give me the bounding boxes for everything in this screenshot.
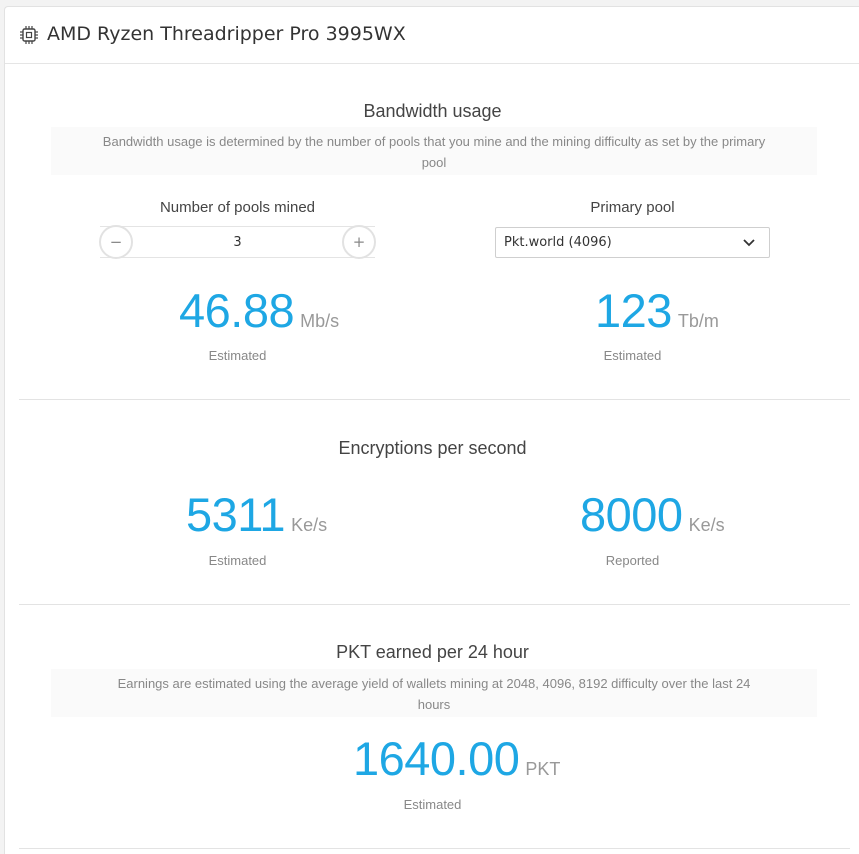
pools-stepper: − + <box>99 225 376 259</box>
bandwidth-rate-unit: Mb/s <box>300 311 340 331</box>
earnings-description: Earnings are estimated using the average… <box>51 669 817 717</box>
section-divider <box>19 848 850 849</box>
encryptions-reported-metric: 8000 Ke/s <box>580 487 725 542</box>
earnings-caption: Estimated <box>403 797 462 812</box>
encryptions-estimated-unit: Ke/s <box>291 515 328 535</box>
encryptions-reported-value: 8000 <box>580 488 683 541</box>
encryptions-estimated-value: 5311 <box>186 488 286 541</box>
earnings-unit: PKT <box>525 759 561 779</box>
cpu-icon <box>20 26 38 44</box>
bandwidth-description: Bandwidth usage is determined by the num… <box>51 127 817 175</box>
bandwidth-title: Bandwidth usage <box>363 101 502 121</box>
encryptions-title: Encryptions per second <box>338 438 527 458</box>
cpu-card: AMD Ryzen Threadripper Pro 3995WX Bandwi… <box>4 6 859 854</box>
bandwidth-monthly-caption: Estimated <box>603 348 662 363</box>
bandwidth-rate-caption: Estimated <box>208 348 267 363</box>
decrement-button[interactable]: − <box>99 225 133 259</box>
encryptions-estimated-metric: 5311 Ke/s <box>186 487 327 542</box>
section-divider <box>19 399 850 400</box>
bandwidth-monthly-value: 123 <box>595 284 672 337</box>
increment-button[interactable]: + <box>342 225 376 259</box>
primary-pool-value: Pkt.world (4096) <box>504 235 612 250</box>
bandwidth-rate-value: 46.88 <box>179 284 295 337</box>
encryptions-estimated-caption: Estimated <box>208 553 267 568</box>
primary-pool-select[interactable]: Pkt.world (4096) <box>495 227 770 258</box>
pools-input[interactable] <box>140 227 335 257</box>
bandwidth-monthly-metric: 123 Tb/m <box>595 283 719 338</box>
section-divider <box>19 604 850 605</box>
encryptions-reported-unit: Ke/s <box>688 515 725 535</box>
encryptions-reported-caption: Reported <box>605 553 660 568</box>
earnings-title: PKT earned per 24 hour <box>336 642 529 662</box>
bandwidth-monthly-unit: Tb/m <box>677 311 719 331</box>
primary-pool-label: Primary pool <box>590 199 675 216</box>
bandwidth-rate-metric: 46.88 Mb/s <box>179 283 339 338</box>
earnings-metric: 1640.00 PKT <box>353 731 560 786</box>
earnings-value: 1640.00 <box>353 732 520 785</box>
chevron-down-icon <box>743 239 755 247</box>
pools-label: Number of pools mined <box>159 199 316 216</box>
card-title: AMD Ryzen Threadripper Pro 3995WX <box>47 23 406 45</box>
card-header: AMD Ryzen Threadripper Pro 3995WX <box>5 7 859 64</box>
